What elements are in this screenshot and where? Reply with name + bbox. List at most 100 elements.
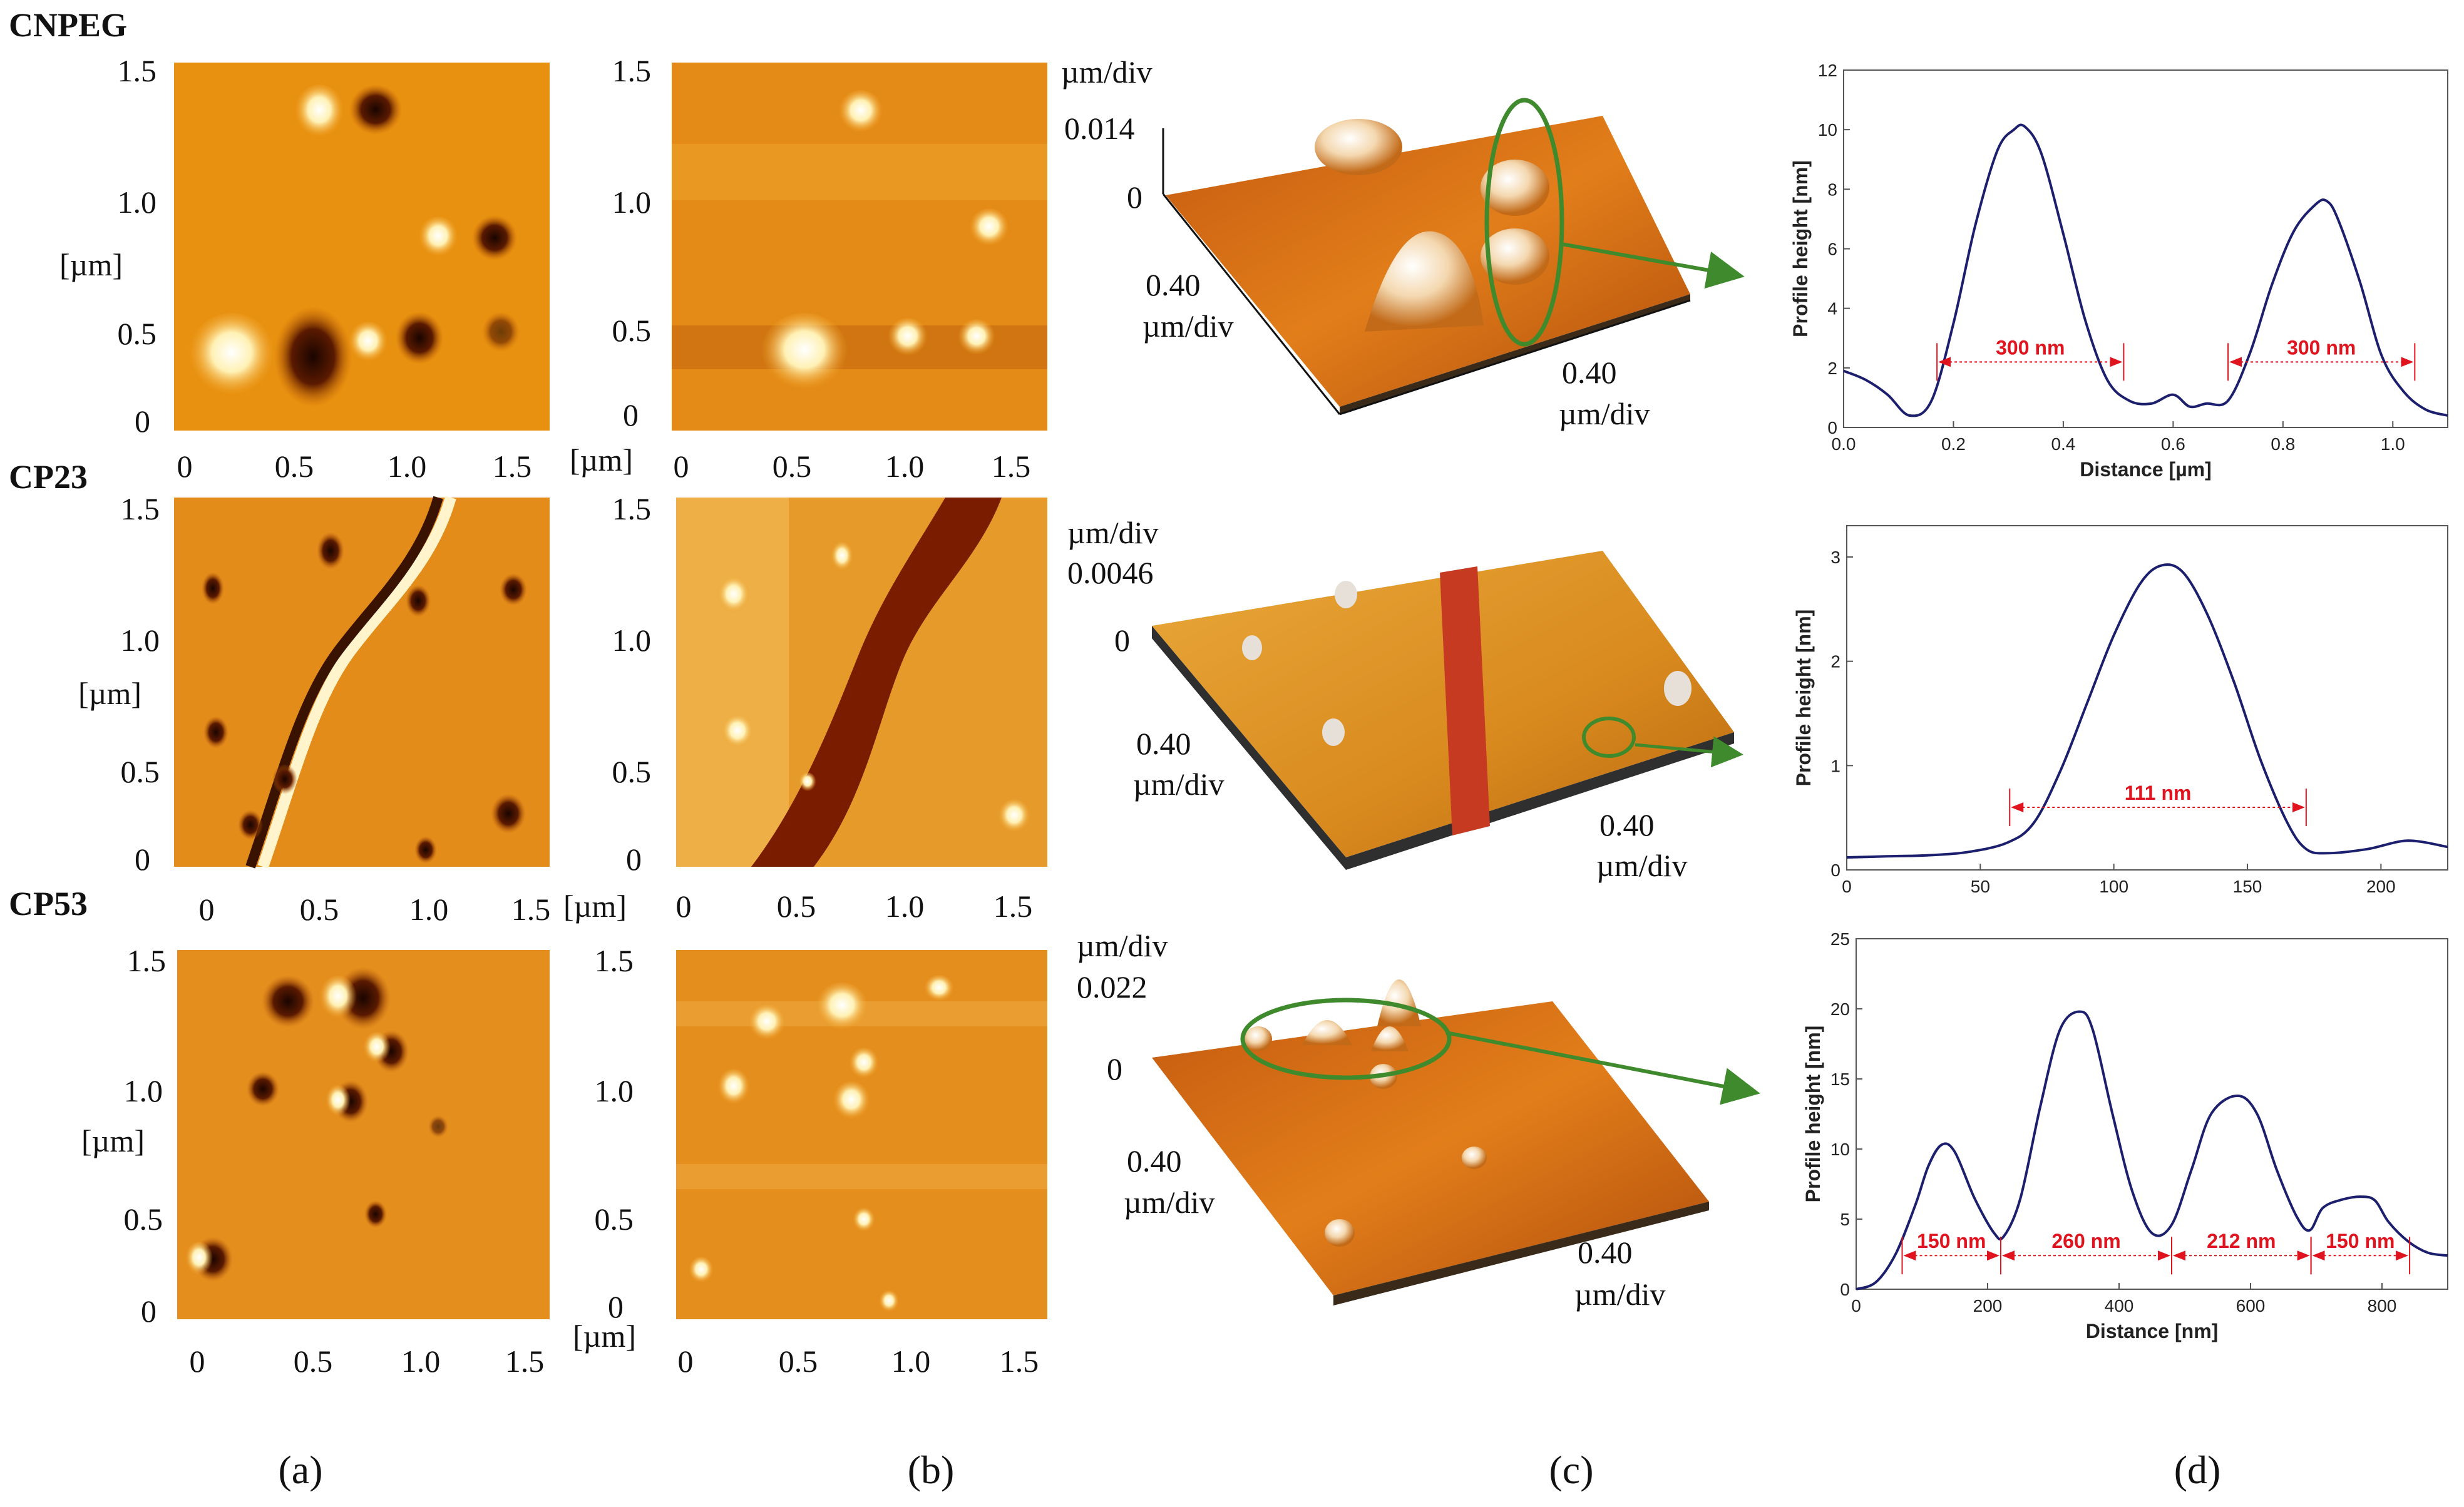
afm-axis-cp23-a: 1.5 1.0 [µm] 0.5 0 0 0.5 1.0 1.5 <box>78 491 550 927</box>
x-tick-label: 800 <box>2368 1296 2397 1315</box>
z-min: 0 <box>1107 1051 1122 1086</box>
ytick: 0.5 <box>118 316 157 351</box>
afm-axis-cnpeg-b: 1.5 1.0 0.5 0 [µm] 0 0.5 1.0 1.5 <box>570 53 1030 484</box>
y-tick-label: 20 <box>1830 999 1850 1019</box>
ytick: 1.5 <box>612 53 652 88</box>
highlight-ellipse <box>1582 717 1636 758</box>
x-tick-label: 0 <box>1851 1296 1861 1315</box>
panel-label-b: (b) <box>908 1448 955 1492</box>
y-tick-label: 25 <box>1830 929 1850 949</box>
y-tick-label: 2 <box>1830 652 1840 672</box>
z-unit: µm/div <box>1061 54 1152 89</box>
ytick: 1.5 <box>118 53 157 88</box>
ytick: 0.5 <box>612 754 652 789</box>
ytick: 0 <box>623 397 639 432</box>
ytick: 1.0 <box>612 185 652 220</box>
xy-value: 0.40 <box>1136 726 1191 761</box>
xy-value: 0.40 <box>1127 1143 1182 1178</box>
xtick: 1.5 <box>992 449 1031 484</box>
annotation-label: 212 nm <box>2207 1230 2276 1252</box>
y-tick-label: 5 <box>1840 1210 1850 1229</box>
xtick: 1.5 <box>493 449 532 484</box>
xy-value: 0.40 <box>1562 355 1617 390</box>
xtick: 1.0 <box>388 449 427 484</box>
afm-image-cp53-a <box>177 950 550 1319</box>
afm-axis-cp53-b: 1.5 1.0 0.5 0 [µm] 0 0.5 1.0 1.5 <box>573 943 1039 1379</box>
x-axis-label: Distance [µm] <box>2080 458 2211 481</box>
highlight-ellipse <box>1484 98 1564 347</box>
profile-chart-cp53: 0 5 10 15 20 25 0 200 400 600 800 Profile height [n… <box>1802 929 2448 1342</box>
profile-line <box>1846 563 2448 859</box>
y-tick-label: 0 <box>1840 1280 1850 1299</box>
arrow <box>1635 736 1743 768</box>
z-min: 0 <box>1114 623 1130 658</box>
panel-label-d: (d) <box>2174 1448 2221 1492</box>
annotation-label: 300 nm <box>1996 336 2065 359</box>
row-label-cp53: CP53 <box>9 885 88 922</box>
x-tick-label: 200 <box>1973 1296 2003 1315</box>
ytick: 0.5 <box>124 1202 163 1237</box>
xy-unit: µm/div <box>1133 767 1224 802</box>
ytick: 0 <box>141 1294 157 1329</box>
highlight-ellipse <box>1240 998 1452 1080</box>
afm-image-cnpeg-a <box>174 63 550 431</box>
ytick: 1.5 <box>595 943 634 978</box>
x-tick-label: 0.2 <box>1941 434 1966 454</box>
afm-axis-cnpeg-a: 1.5 1.0 [µm] 0.5 0 0 0.5 1.0 1.5 <box>59 53 531 484</box>
xtick: 1.0 <box>401 1344 441 1379</box>
annotation-label: 260 nm <box>2051 1230 2120 1252</box>
y-unit: [µm] <box>573 1319 636 1354</box>
annotation-label: 111 nm <box>2125 782 2192 804</box>
x-tick-label: 200 <box>2366 877 2396 896</box>
x-tick-label: 600 <box>2236 1296 2266 1315</box>
z-min: 0 <box>1127 180 1142 215</box>
xtick: 0 <box>199 892 215 927</box>
y-tick-label: 0 <box>1827 418 1837 437</box>
xtick: 1.5 <box>1000 1344 1039 1379</box>
x-tick-label: 100 <box>2099 877 2128 896</box>
profile-chart-cnpeg: 0 2 4 6 8 10 12 0.0 0.2 0.4 0.6 0.8 1.0 Profile heigh… <box>1789 61 2448 481</box>
xtick: 1.0 <box>891 1344 931 1379</box>
y-unit: [µm] <box>78 676 141 711</box>
y-tick-label: 2 <box>1827 359 1837 378</box>
ytick: 0.5 <box>121 754 160 789</box>
y-axis-label: Profile height [nm] <box>1789 160 1812 337</box>
xtick: 0.5 <box>779 1344 818 1379</box>
chart-frame <box>1856 938 2448 1290</box>
xy-value: 0.40 <box>1578 1235 1633 1270</box>
xtick: 0 <box>190 1344 205 1379</box>
y-tick-label: 1 <box>1830 756 1840 775</box>
y-tick-label: 4 <box>1827 299 1837 319</box>
xtick: 0.5 <box>777 889 816 924</box>
x-tick-label: 0.0 <box>1832 434 1856 454</box>
ytick: 1.0 <box>121 623 160 658</box>
profile-line <box>1856 1010 2448 1290</box>
x-tick-label: 0 <box>1842 877 1852 896</box>
xtick: 0 <box>678 1344 694 1379</box>
xtick: 0.5 <box>294 1344 333 1379</box>
xtick: 0.5 <box>773 449 812 484</box>
x-tick-label: 50 <box>1971 877 1990 896</box>
xy-value: 0.40 <box>1146 267 1201 302</box>
xtick: 0.5 <box>300 892 339 927</box>
annotation-label: 150 nm <box>1917 1230 1986 1252</box>
ytick: 1.0 <box>595 1073 634 1108</box>
xtick: 1.0 <box>885 449 925 484</box>
ytick: 1.0 <box>124 1073 163 1108</box>
profile-line <box>1843 123 2448 417</box>
xtick: 1.0 <box>885 889 925 924</box>
afm-3d-cp23 <box>1152 551 1743 870</box>
panel-label-a: (a) <box>278 1448 322 1492</box>
annotation-label: 300 nm <box>2287 336 2356 359</box>
z-max: 0.0046 <box>1067 555 1154 590</box>
afm-image-cp23-a <box>174 496 550 869</box>
x-tick-label: 400 <box>2105 1296 2134 1315</box>
z-unit: µm/div <box>1067 515 1158 550</box>
y-tick-label: 8 <box>1827 180 1837 199</box>
arrow <box>1445 1031 1760 1105</box>
x-tick-label: 0.6 <box>2161 434 2185 454</box>
ytick: 0 <box>626 842 642 877</box>
xy-value: 0.40 <box>1599 807 1655 842</box>
x-tick-label: 1.0 <box>2381 434 2405 454</box>
x-tick-label: 150 <box>2233 877 2262 896</box>
